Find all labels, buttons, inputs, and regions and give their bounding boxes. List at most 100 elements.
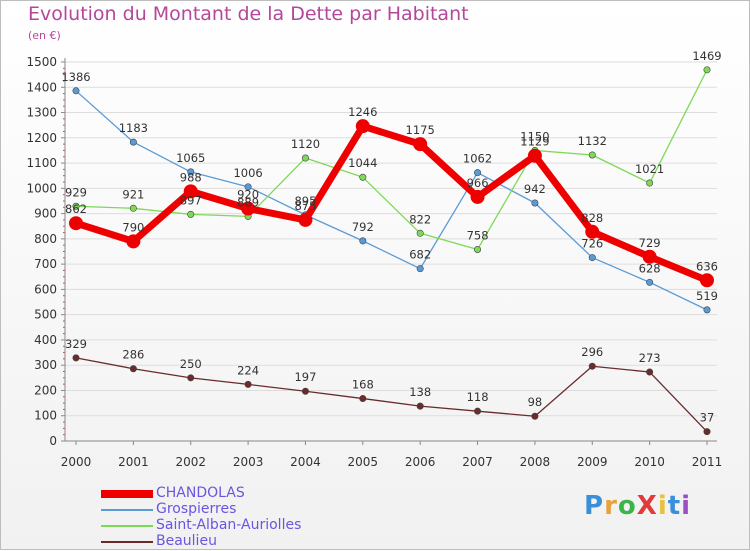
data-point [241,201,256,216]
series-line-chandolas [72,122,711,284]
data-label: 729 [639,236,661,250]
data-label: 920 [237,188,259,202]
y-tick-label: 100 [34,409,57,423]
data-label: 138 [409,385,431,399]
data-point [359,395,367,403]
x-tick-label: 2002 [175,455,206,469]
data-point [72,354,80,362]
data-label: 224 [237,363,259,377]
data-point [72,87,80,95]
series-line-grospierres [75,90,708,311]
data-label: 1469 [692,49,721,63]
data-label: 889 [237,195,259,209]
proxiti-logo: ProXiti [584,491,691,521]
data-label: 197 [294,370,316,384]
data-label: 1065 [176,151,205,165]
data-label: 792 [352,220,374,234]
data-label: 296 [581,345,603,359]
data-point [355,119,370,134]
y-tick-label: 1500 [26,55,57,69]
data-point [470,189,485,204]
data-point [244,380,252,388]
data-point [359,173,367,181]
data-point [69,216,83,231]
data-point [183,184,198,199]
data-point [588,151,596,159]
data-point [585,224,600,239]
data-point [703,306,711,314]
data-point [301,387,309,395]
data-label: 758 [467,228,489,242]
data-point [129,138,137,146]
logo-letter: i [657,491,668,521]
data-point [187,168,195,176]
logo-letter: P [584,491,605,521]
y-tick-label: 900 [34,207,57,221]
series-line-saint-alban-auriolles [75,69,708,251]
data-point [298,212,313,227]
data-label: 895 [294,194,316,208]
y-tick-label: 1300 [26,106,57,120]
data-label: 98 [528,395,543,409]
x-tick-label: 2003 [233,455,264,469]
data-label: 966 [467,176,489,190]
series-lines [69,66,714,436]
data-point [700,273,714,288]
data-label: 822 [409,212,431,226]
y-tick-label: 300 [34,358,57,372]
data-label: 636 [696,259,718,273]
legend-label: CHANDOLAS [156,485,245,501]
data-label: 790 [122,220,144,234]
data-point [129,365,137,373]
data-point [646,368,654,376]
data-label: 682 [409,248,431,262]
data-label: 286 [122,348,144,362]
y-tick-label: 400 [34,333,57,347]
x-tick-label: 2000 [61,455,92,469]
legend-swatch [101,509,153,511]
x-tick-label: 2009 [577,455,608,469]
data-label: 628 [639,261,661,275]
data-label: 942 [524,182,546,196]
logo-letter: t [667,491,682,521]
data-labels: 862 790 988 920 875 1246 1175 966 1129 828 729 636 1… [61,49,721,425]
data-point [416,229,424,237]
data-point [531,412,539,420]
logo-letter: i [681,491,692,521]
data-point [187,374,195,382]
legend-swatch [101,541,153,543]
logo-letter: X [636,491,658,521]
legend-swatch [101,525,153,527]
data-label: 862 [65,202,87,216]
logo-letter: r [604,491,618,521]
data-point [703,428,711,436]
x-tick-label: 2001 [118,455,149,469]
logo-letter: o [617,491,637,521]
data-point [129,204,137,212]
x-tick-label: 2008 [520,455,551,469]
data-label: 988 [180,170,202,184]
data-point [359,237,367,245]
data-point [527,148,542,163]
axes: 0 100 200 300 400 500 600 700 800 900 1000 1100 1200… [26,55,722,469]
y-tick-label: 1100 [26,156,57,170]
data-point [646,179,654,187]
data-label: 250 [180,357,202,371]
data-label: 929 [65,185,87,199]
data-label: 1021 [635,162,664,176]
data-label: 897 [180,193,202,207]
data-label: 726 [581,237,603,251]
y-tick-label: 200 [34,383,57,397]
data-label: 1183 [119,121,148,135]
data-point [72,202,80,210]
data-label: 273 [639,351,661,365]
data-label: 875 [294,199,316,213]
y-tick-label: 1400 [26,80,57,94]
data-point [301,154,309,162]
data-label: 1175 [406,123,435,137]
data-point [416,265,424,273]
x-tick-label: 2005 [348,455,379,469]
data-point [642,249,657,264]
data-label: 1062 [463,152,492,166]
